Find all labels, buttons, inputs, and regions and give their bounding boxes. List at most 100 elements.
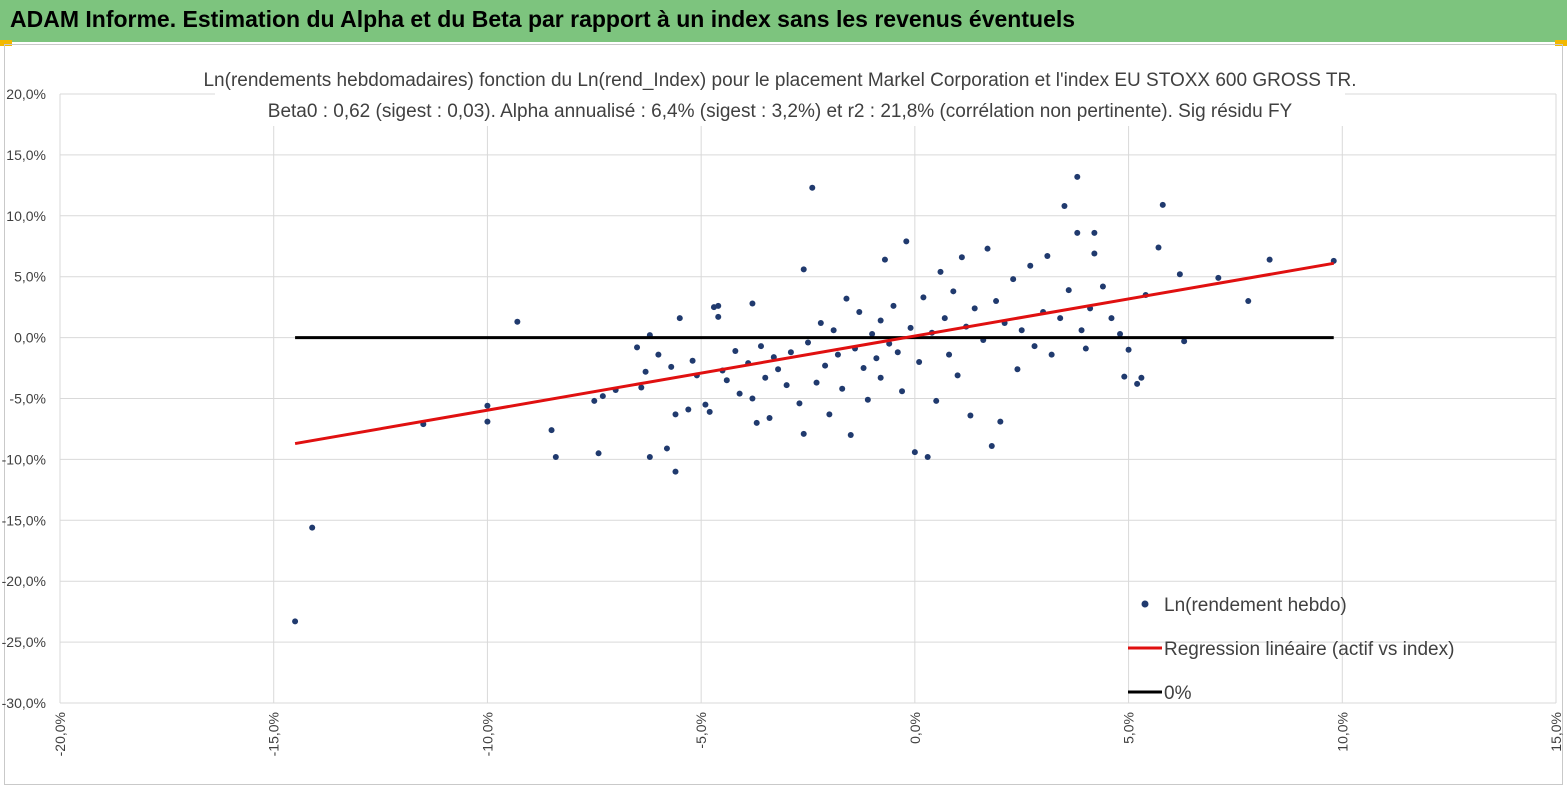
x-tick-label: 10,0% xyxy=(1334,712,1350,752)
data-point xyxy=(967,412,974,419)
data-point xyxy=(958,254,965,261)
data-point xyxy=(920,294,927,301)
data-point xyxy=(847,432,854,439)
y-tick-label: 10,0% xyxy=(6,208,46,224)
data-point xyxy=(864,396,871,403)
data-point xyxy=(800,430,807,437)
data-point xyxy=(292,618,299,625)
y-axis-tick-labels: 20,0% 15,0% 10,0% 5,0% 0,0% -5,0% -10,0% -15,0%… xyxy=(2,86,46,711)
data-point xyxy=(548,427,555,434)
data-point xyxy=(668,363,675,370)
data-point xyxy=(775,366,782,373)
data-point xyxy=(937,268,944,275)
x-tick-label: 15,0% xyxy=(1548,712,1564,752)
data-point xyxy=(890,302,897,309)
data-point xyxy=(993,298,1000,305)
chart-subtitle: Beta0 : 0,62 (sigest : 0,03). Alpha annu… xyxy=(268,101,1293,122)
chart-legend: Ln(rendement hebdo) Regression linéaire (… xyxy=(1128,595,1454,704)
data-point xyxy=(860,365,867,372)
y-tick-label: 15,0% xyxy=(6,147,46,163)
report-banner: ADAM Informe. Estimation du Alpha et du … xyxy=(0,0,1567,42)
y-tick-label: 5,0% xyxy=(14,269,46,285)
data-point xyxy=(1091,250,1098,257)
data-point xyxy=(800,266,807,273)
data-point xyxy=(672,468,679,475)
scatter-points xyxy=(292,173,1337,625)
chart-lines xyxy=(294,261,1334,446)
data-point xyxy=(924,453,931,460)
data-point xyxy=(599,393,606,400)
data-point xyxy=(1181,338,1188,345)
data-point xyxy=(484,418,491,425)
data-point xyxy=(1018,327,1025,334)
data-point xyxy=(770,354,777,361)
data-point xyxy=(843,295,850,302)
x-tick-label: -20,0% xyxy=(52,712,68,756)
data-point xyxy=(1061,203,1068,210)
data-point xyxy=(1082,345,1089,352)
y-tick-label: 20,0% xyxy=(6,86,46,102)
data-point xyxy=(689,357,696,364)
data-point xyxy=(1108,315,1115,322)
data-point xyxy=(1074,173,1081,180)
data-point xyxy=(988,443,995,450)
data-point xyxy=(672,411,679,418)
data-point xyxy=(749,395,756,402)
legend-marker-points xyxy=(1141,600,1149,608)
data-point xyxy=(1014,366,1021,373)
data-point xyxy=(1266,256,1273,263)
data-point xyxy=(839,385,846,392)
data-point xyxy=(916,358,923,365)
data-point xyxy=(1044,252,1051,259)
data-point xyxy=(903,238,910,245)
data-point xyxy=(997,418,1004,425)
data-point xyxy=(1010,276,1017,283)
data-point xyxy=(749,300,756,307)
data-point xyxy=(899,388,906,395)
data-point xyxy=(1074,229,1081,236)
data-point xyxy=(514,318,521,325)
y-tick-label: -10,0% xyxy=(2,451,46,467)
banner-corner-marker-left xyxy=(0,40,12,46)
data-point xyxy=(1027,262,1034,269)
data-point xyxy=(933,397,940,404)
data-point xyxy=(1091,229,1098,236)
data-point xyxy=(706,408,713,415)
data-point xyxy=(1159,201,1166,208)
data-point xyxy=(732,347,739,354)
data-point xyxy=(1125,346,1132,353)
data-point xyxy=(817,319,824,326)
data-point xyxy=(822,362,829,369)
data-point xyxy=(309,524,316,531)
y-tick-label: -25,0% xyxy=(2,634,46,650)
data-point xyxy=(634,344,641,351)
data-point xyxy=(655,351,662,358)
data-point xyxy=(881,256,888,263)
data-point xyxy=(950,288,957,295)
data-point xyxy=(941,315,948,322)
data-point xyxy=(826,411,833,418)
data-point xyxy=(595,450,602,457)
data-point xyxy=(946,351,953,358)
data-point xyxy=(1048,351,1055,358)
data-point xyxy=(1057,315,1064,322)
data-point xyxy=(1099,283,1106,290)
report-title: ADAM Informe. Estimation du Alpha et du … xyxy=(10,6,1076,32)
data-point xyxy=(1031,343,1038,350)
y-tick-label: -20,0% xyxy=(2,573,46,589)
data-point xyxy=(830,327,837,334)
data-point xyxy=(856,309,863,316)
data-point xyxy=(757,343,764,350)
data-point xyxy=(796,400,803,407)
data-point xyxy=(877,317,884,324)
data-point xyxy=(638,384,645,391)
data-point xyxy=(805,339,811,346)
data-point xyxy=(1065,287,1072,294)
data-point xyxy=(646,453,653,460)
legend-label: 0% xyxy=(1164,683,1192,704)
chart-title: Ln(rendements hebdomadaires) fonction du… xyxy=(203,70,1356,91)
data-point xyxy=(702,401,709,408)
chart-frame xyxy=(4,44,1563,785)
data-point xyxy=(753,419,760,426)
